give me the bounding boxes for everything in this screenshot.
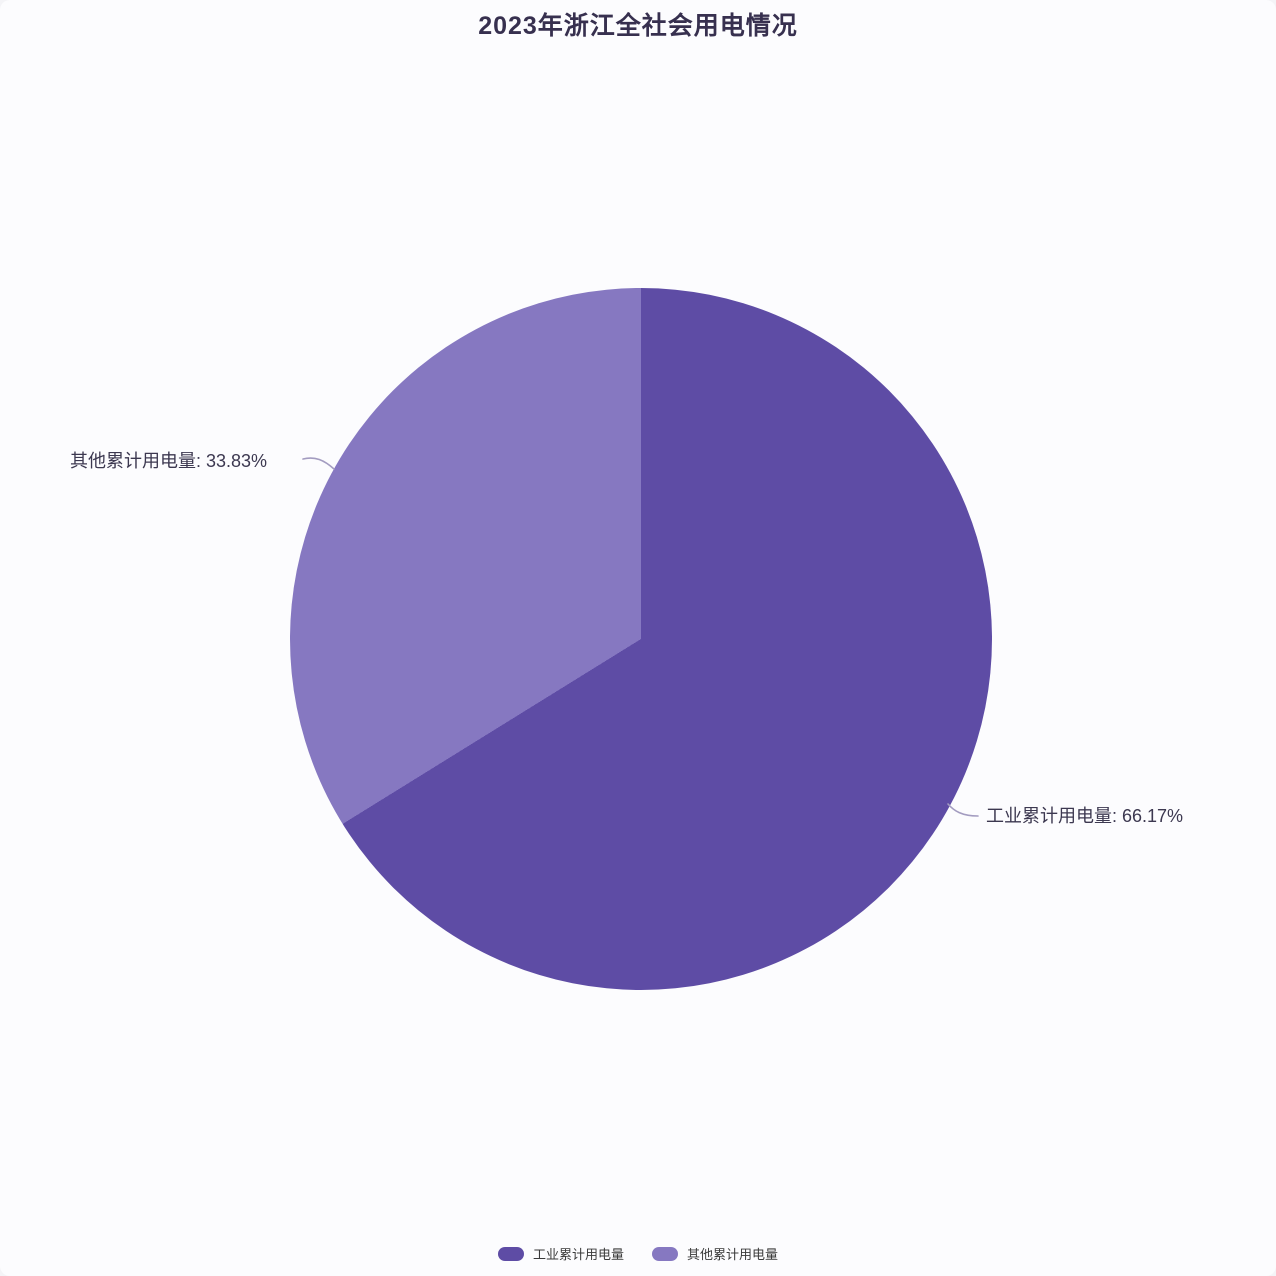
legend-label: 工业累计用电量 bbox=[532, 1247, 624, 1262]
pie-chart[interactable] bbox=[290, 288, 992, 990]
legend-marker bbox=[497, 1246, 524, 1261]
chart-title: 2023年浙江全社会用电情况 bbox=[478, 12, 798, 40]
legend-label: 其他累计用电量 bbox=[687, 1247, 779, 1262]
slice-label-industry: 工业累计用电量: 66.17% bbox=[986, 806, 1184, 826]
legend-item-industry[interactable]: 工业累计用电量 bbox=[497, 1244, 624, 1263]
leader-line-other bbox=[302, 457, 335, 470]
leader-line-industry bbox=[947, 803, 979, 817]
legend-item-other[interactable]: 其他累计用电量 bbox=[652, 1244, 778, 1263]
legend-marker bbox=[652, 1246, 678, 1261]
slice-label-other: 其他累计用电量: 33.83% bbox=[70, 451, 268, 471]
legend: 工业累计用电量 其他累计用电量 bbox=[0, 1244, 1276, 1263]
